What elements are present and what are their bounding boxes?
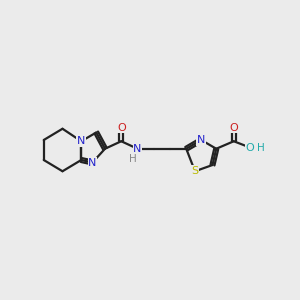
- Text: O: O: [246, 142, 254, 152]
- Text: O: O: [230, 122, 238, 133]
- Text: S: S: [191, 166, 199, 176]
- Text: H: H: [257, 142, 265, 152]
- Text: N: N: [197, 135, 206, 145]
- Text: N: N: [133, 144, 142, 154]
- Text: N: N: [77, 136, 86, 146]
- Text: O: O: [117, 122, 126, 133]
- Text: N: N: [88, 158, 97, 167]
- Text: H: H: [129, 154, 136, 164]
